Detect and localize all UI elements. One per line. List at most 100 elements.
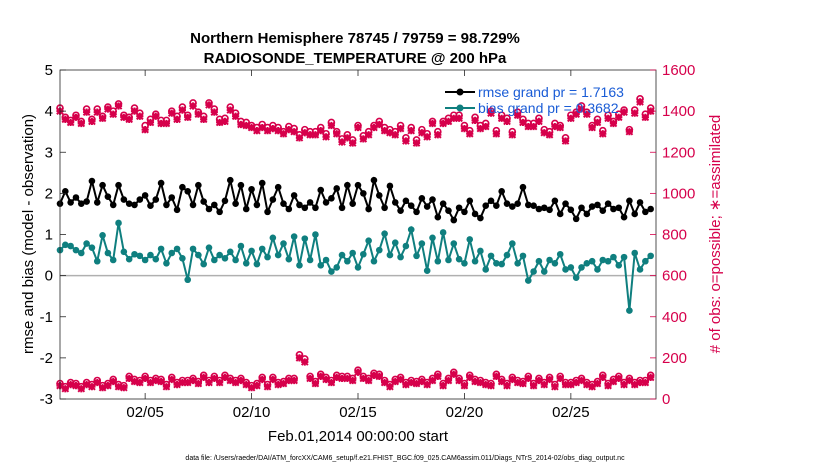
rmse-point <box>413 208 420 216</box>
rmse-point <box>317 186 325 194</box>
obs_assimilated-point <box>354 123 362 132</box>
obs_assimilated-point <box>109 110 118 119</box>
obs_assimilated-point <box>263 126 272 135</box>
bias-point <box>189 245 197 253</box>
obs_bottom_assimilated-point <box>428 376 437 385</box>
obs_assimilated-point <box>391 130 400 139</box>
bias-point <box>205 244 213 251</box>
rmse-point <box>184 188 192 195</box>
obs_bottom_assimilated-point <box>327 378 336 387</box>
obs_assimilated-point <box>497 114 506 123</box>
legend-entry-rmse: rmse grand pr = 1.7163 <box>478 84 624 100</box>
bias-point <box>328 268 335 275</box>
bias-point <box>109 256 117 264</box>
bias-point <box>514 259 521 267</box>
obs_bottom_assimilated-point <box>513 378 522 387</box>
bias-point <box>562 266 569 273</box>
obs_bottom_assimilated-point <box>604 381 612 390</box>
obs_bottom_assimilated-point <box>572 378 581 387</box>
bias-point <box>312 231 319 238</box>
bias-point <box>455 255 463 263</box>
rmse-point <box>626 197 633 205</box>
obs_bottom_assimilated-point <box>471 377 479 386</box>
obs_assimilated-point <box>178 106 187 114</box>
bias-point <box>599 256 607 264</box>
rmse-point <box>115 181 122 189</box>
bias-point <box>290 233 298 240</box>
bias-point <box>67 242 74 250</box>
obs_assimilated-point <box>508 130 517 139</box>
bias-point <box>125 255 133 263</box>
bias-point <box>77 249 85 257</box>
rmse-point <box>312 204 319 212</box>
obs_assimilated-point <box>284 125 293 134</box>
rmse-point <box>109 201 117 209</box>
bias-point <box>370 257 378 265</box>
obs_assimilated-point <box>300 128 309 137</box>
obs_assimilated-point <box>316 126 325 135</box>
obs_assimilated-point <box>529 122 538 131</box>
rmse-point <box>407 202 415 210</box>
obs_assimilated-point <box>173 115 181 124</box>
rmse-point <box>264 208 271 216</box>
legend-entry-bias: bias grand pr = 0.3682 <box>478 100 619 116</box>
obs_bottom_assimilated-point <box>540 380 549 389</box>
rmse-point <box>248 185 255 193</box>
rmse-point <box>349 200 356 207</box>
rmse-point <box>583 210 591 218</box>
obs_bottom_assimilated-point <box>120 383 128 392</box>
obs_assimilated-point <box>98 114 107 123</box>
obs_assimilated-point <box>524 122 533 131</box>
rmse-point <box>152 196 160 203</box>
y-tick-label: -2 <box>40 350 53 367</box>
obs_bottom_assimilated-point <box>465 373 474 382</box>
obs_bottom_assimilated-point <box>231 378 240 387</box>
obs_assimilated-point <box>61 115 70 124</box>
plot-area <box>60 70 656 399</box>
obs_assimilated-point <box>348 139 357 147</box>
bias-point <box>583 259 591 267</box>
obs_assimilated-point <box>380 126 389 135</box>
obs_bottom_assimilated-point <box>178 378 187 387</box>
y2-tick-label: 1600 <box>662 62 695 79</box>
rmse-point <box>285 205 293 213</box>
obs_bottom_assimilated-point <box>93 378 102 387</box>
bias-point <box>487 252 495 260</box>
obs_bottom_assimilated-point <box>380 378 389 387</box>
rmse-point <box>72 194 80 201</box>
obs_assimilated-point <box>582 110 591 119</box>
data-file-footnote: data file: /Users/raeder/DAI/ATM_forcXX/… <box>185 455 625 462</box>
obs_assimilated-point <box>375 120 384 129</box>
x-axis: 02/05 02/10 02/15 02/20 02/25 <box>126 70 590 421</box>
bias-point <box>407 226 415 233</box>
obs_bottom_assimilated-point <box>455 376 463 385</box>
obs_bottom_assimilated-point <box>593 379 602 388</box>
obs_bottom_assimilated-point <box>306 374 314 383</box>
y-tick-label: 2 <box>45 185 53 202</box>
obs_assimilated-point <box>364 130 373 139</box>
obs_assimilated-point <box>471 116 479 125</box>
bias-point <box>546 256 553 264</box>
bias-point <box>306 256 314 264</box>
bias-point <box>242 259 250 267</box>
rmse-point <box>328 195 335 202</box>
obs_assimilated-point <box>258 123 267 132</box>
obs_assimilated-point <box>290 127 298 136</box>
obs_assimilated-point <box>151 112 160 121</box>
obs_assimilated-point <box>444 117 453 126</box>
rmse-point <box>211 201 218 209</box>
obs_bottom_assimilated-point <box>109 377 118 386</box>
obs_assimilated-point <box>407 126 416 135</box>
y2-tick-label: 600 <box>662 268 687 285</box>
obs_bottom_assimilated-point <box>476 378 485 387</box>
x-tick-label: 02/10 <box>233 404 271 421</box>
bias-point <box>429 234 436 242</box>
obs_bottom_assimilated-point <box>481 380 490 389</box>
obs_assimilated-point <box>215 118 224 127</box>
y2-axis-label: # of obs: o=possible; ∗=assimilated <box>707 115 724 354</box>
bias-point <box>195 251 202 259</box>
bias-point <box>280 240 287 247</box>
rmse-point <box>354 181 362 189</box>
obs_bottom_assimilated-point <box>183 378 192 387</box>
obs_assimilated-point <box>82 108 91 116</box>
